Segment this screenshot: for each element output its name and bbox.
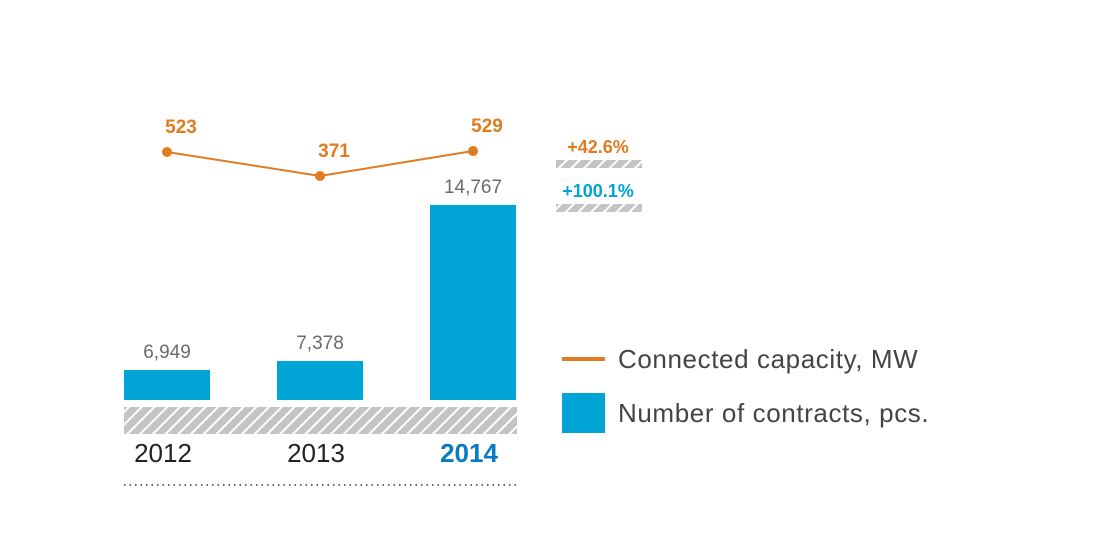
bar-2014 [430,204,516,400]
change-label: +100.1% [562,181,634,201]
capacity-point [468,146,478,157]
line-value-label: 523 [165,117,197,138]
baseline-hatch-band [124,407,517,434]
bar-2012 [124,370,210,400]
change-label: +42.6% [567,137,629,157]
capacity-point [315,171,325,181]
line-value-label: 371 [318,141,350,162]
change-hatch [556,160,642,168]
x-tick-label: 2012 [134,438,192,468]
legend-label: Number of contracts, pcs. [618,398,929,428]
change-hatch [556,204,642,212]
line-value-label: 529 [471,116,503,137]
legend-line-icon [562,357,605,361]
bar-value-label: 6,949 [143,342,191,363]
x-tick-label: 2013 [287,438,345,468]
capacity-point [162,146,172,157]
bar-2013 [277,360,363,400]
legend-label: Connected capacity, MW [618,344,918,374]
x-tick-label: 2014 [440,438,498,468]
bar-value-label: 7,378 [296,333,344,354]
bar-value-label: 14,767 [444,177,502,198]
legend-square-icon [562,393,605,433]
